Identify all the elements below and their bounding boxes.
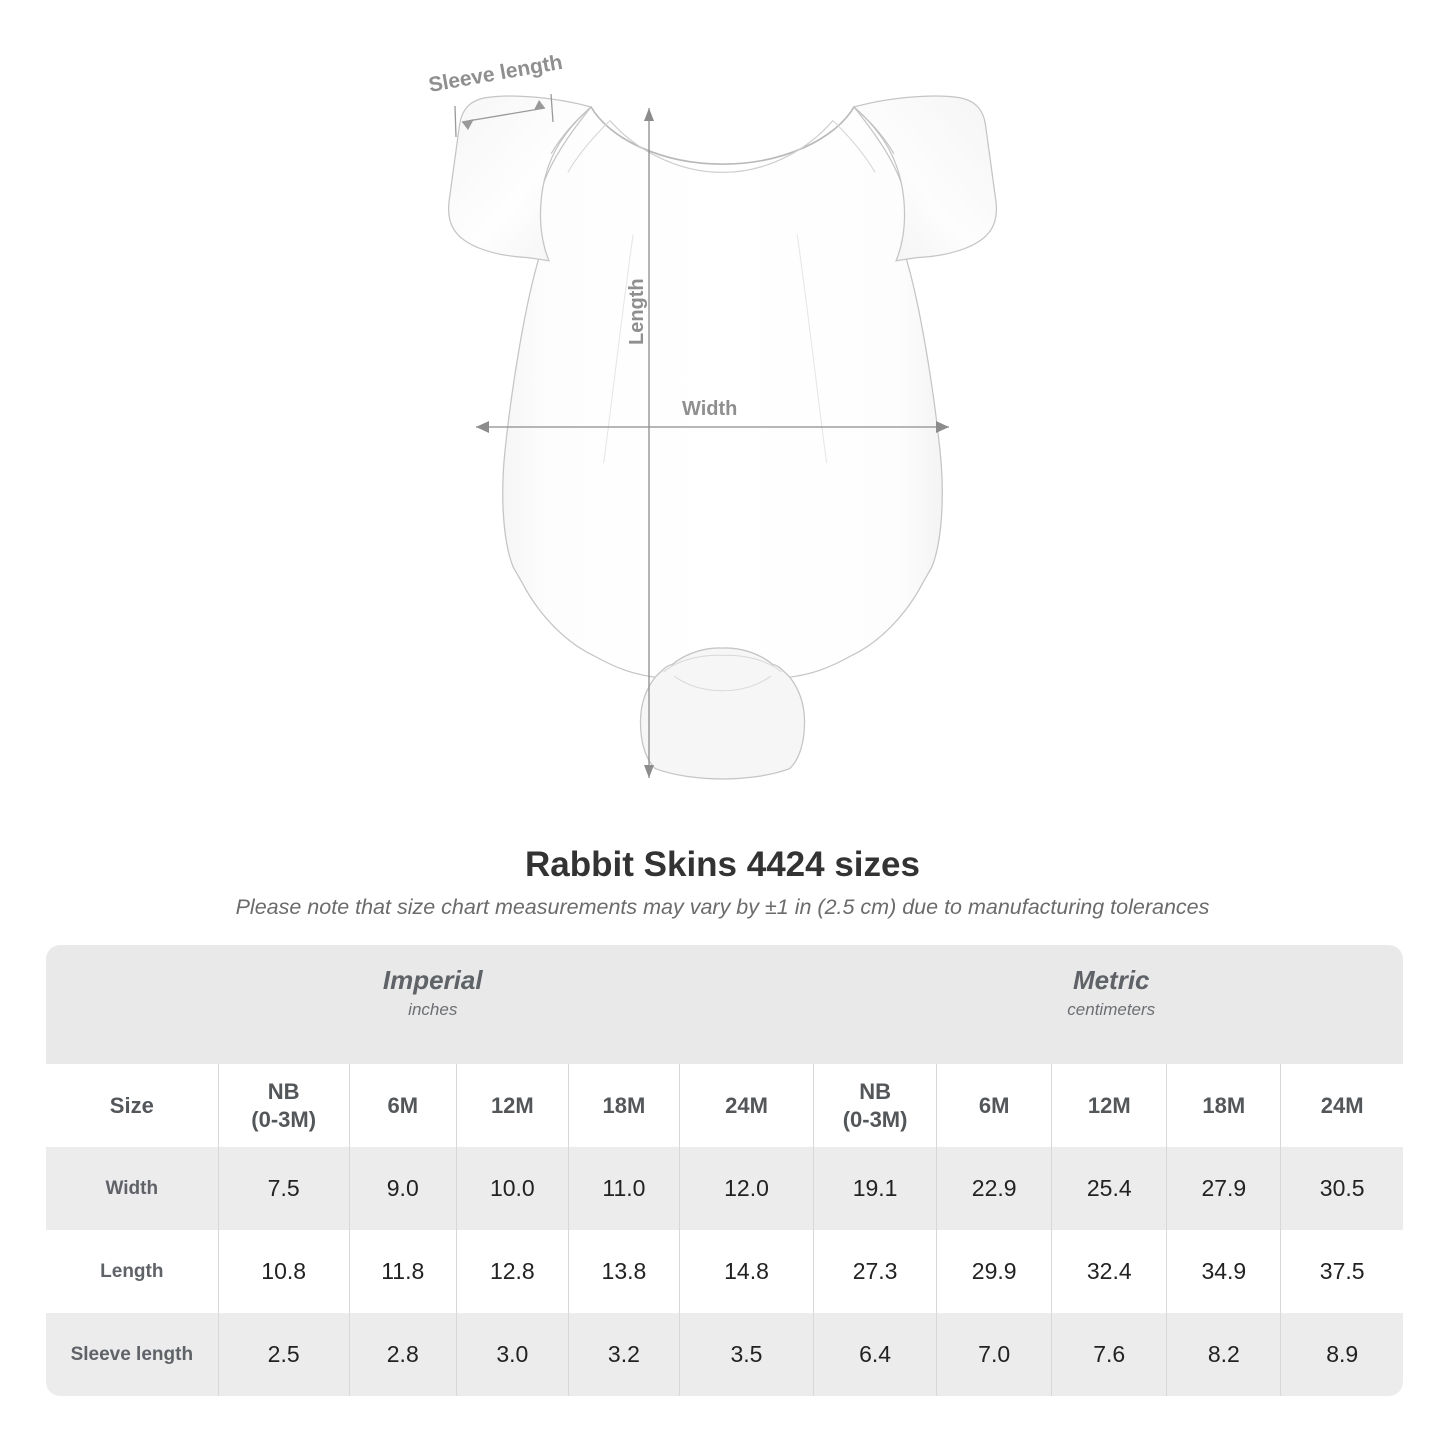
svg-text:Sleeve length: Sleeve length (427, 51, 564, 97)
svg-text:Width: Width (682, 398, 737, 420)
svg-text:Length: Length (626, 278, 648, 345)
